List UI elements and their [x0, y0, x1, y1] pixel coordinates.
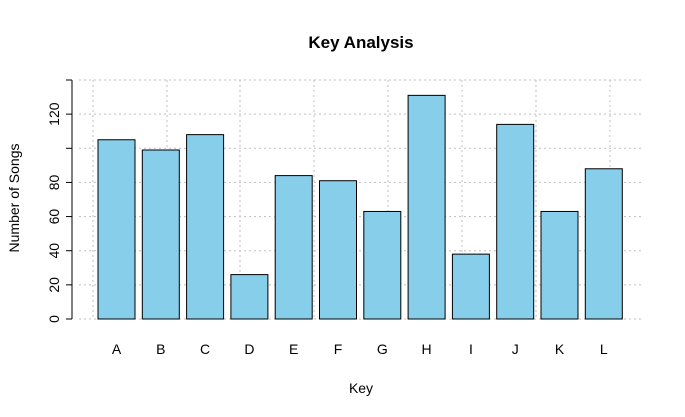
label-layer: 0 20 40 60 80 120 A B C D E F G H I J K L	[46, 102, 608, 357]
bar-i	[451, 253, 490, 320]
bar-g	[363, 210, 402, 320]
y-tick-label-4: 80	[46, 174, 62, 190]
x-tick-label-c: C	[200, 341, 210, 357]
x-tick-label-d: D	[244, 341, 254, 357]
x-tick-label-g: G	[377, 341, 388, 357]
x-tick-label-h: H	[422, 341, 432, 357]
y-tick-label-2: 40	[46, 243, 62, 259]
bar-j	[496, 123, 535, 320]
bar-f	[319, 180, 357, 320]
x-tick-label-b: B	[156, 341, 165, 357]
x-tick-label-i: I	[469, 341, 473, 357]
y-tick-label-0: 0	[46, 315, 62, 323]
bar-e	[274, 175, 313, 320]
x-tick-label-k: K	[555, 341, 565, 357]
chart-title: Key Analysis	[308, 33, 413, 52]
x-tick-label-e: E	[289, 341, 298, 357]
axis-layer	[66, 79, 73, 320]
bar-b	[141, 149, 180, 320]
x-axis-title: Key	[349, 380, 373, 396]
y-tick-label-3: 60	[46, 209, 62, 225]
x-tick-label-j: J	[512, 341, 519, 357]
grid-layer	[79, 79, 642, 320]
x-tick-label-l: L	[600, 341, 608, 357]
y-axis-title: Number of Songs	[6, 144, 22, 253]
bar-c	[186, 134, 225, 320]
bar-layer	[97, 94, 623, 320]
bar-h	[407, 94, 446, 320]
x-tick-label-f: F	[334, 341, 343, 357]
y-tick-label-1: 20	[46, 277, 62, 293]
bar-k	[540, 210, 579, 320]
y-tick-label-6: 120	[46, 102, 62, 126]
bar-a	[97, 139, 136, 320]
bar-d	[230, 274, 269, 320]
x-tick-label-a: A	[112, 341, 122, 357]
bar-l	[584, 168, 623, 320]
